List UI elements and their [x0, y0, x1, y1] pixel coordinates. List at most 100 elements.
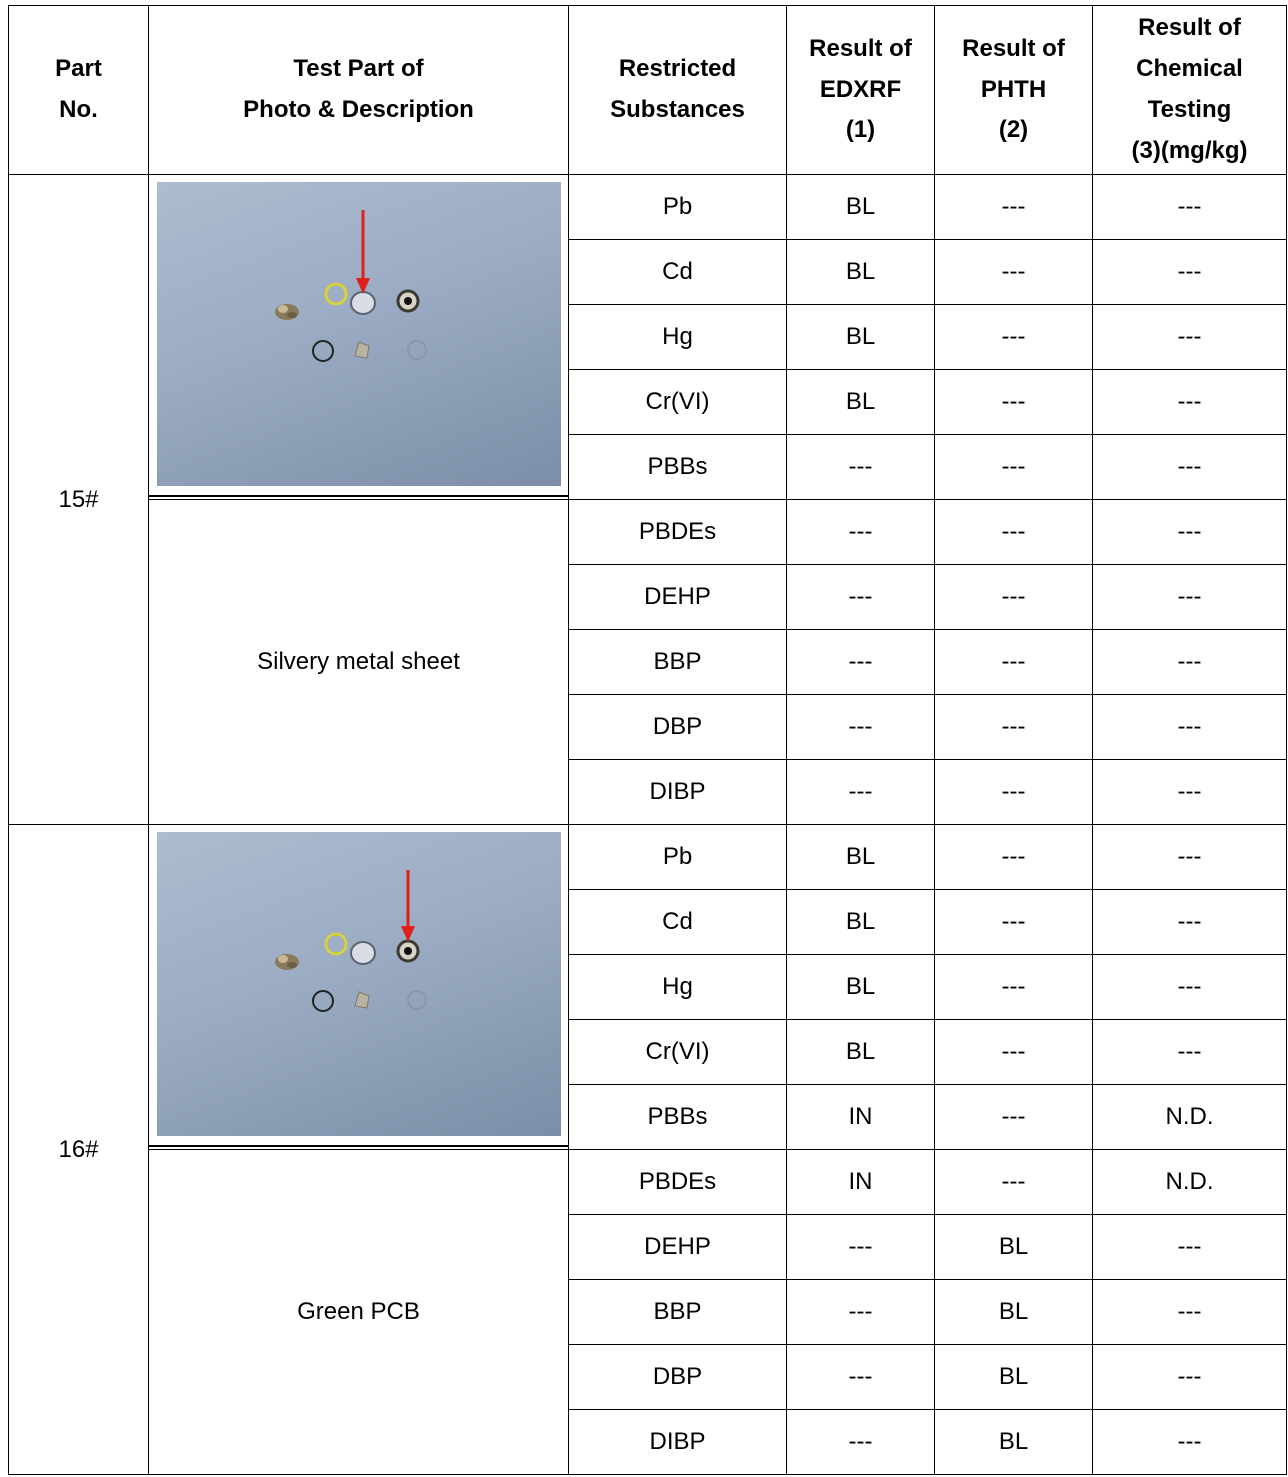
table-row: DEHP --- --- --- — [9, 564, 1287, 630]
table-row: Cd BL --- --- — [9, 239, 1287, 305]
header-edxrf: Result of EDXRF (1) — [786, 5, 935, 175]
header-test-part: Test Part of Photo & Description — [148, 5, 569, 175]
edxrf-result-cell: BL — [786, 1019, 935, 1085]
edxrf-result-cell: IN — [786, 1149, 935, 1215]
chemical-result-cell: --- — [1092, 954, 1287, 1020]
part-number: 16# — [8, 824, 149, 1475]
substance-cell: PBDEs — [568, 499, 787, 565]
screw-part — [274, 954, 299, 970]
sample-parts-photo-icon — [156, 832, 561, 1136]
metal-clip — [353, 991, 370, 1009]
chemical-result-cell: --- — [1092, 1409, 1287, 1475]
yellow-ring — [324, 282, 347, 306]
phth-result-cell: --- — [934, 629, 1093, 695]
silver-disc — [349, 941, 376, 965]
substance-cell: DEHP — [568, 564, 787, 630]
table-row: Hg BL --- --- — [9, 954, 1287, 1020]
substance-cell: PBDEs — [568, 1149, 787, 1215]
substance-cell: DBP — [568, 694, 787, 760]
edxrf-result-cell: BL — [786, 889, 935, 955]
part-description: Green PCB — [148, 1149, 569, 1475]
edxrf-result-cell: BL — [786, 369, 935, 435]
edxrf-result-cell: --- — [786, 629, 935, 695]
edxrf-result-cell: --- — [786, 499, 935, 565]
table-row: Cd BL --- --- — [9, 889, 1287, 955]
phth-result-cell: --- — [934, 694, 1093, 760]
chemical-result-cell: --- — [1092, 1214, 1287, 1280]
part-description-text: Silvery metal sheet — [257, 648, 460, 675]
photo-cell — [148, 824, 569, 1150]
edxrf-result-cell: BL — [786, 954, 935, 1020]
edxrf-result-cell: BL — [786, 304, 935, 370]
substance-cell: BBP — [568, 629, 787, 695]
header-row: Part No. Test Part of Photo & Description … — [8, 5, 1287, 175]
substance-cell: Cd — [568, 889, 787, 955]
substance-cell: Cr(VI) — [568, 369, 787, 435]
header-substances: Restricted Substances — [568, 5, 787, 175]
chemical-result-cell: --- — [1092, 174, 1287, 240]
table-row: DBP --- --- --- — [9, 694, 1287, 760]
table-row: BBP --- BL --- — [9, 1279, 1287, 1345]
chemical-result-cell: --- — [1092, 824, 1287, 890]
table-row: PBBs --- --- --- — [9, 434, 1287, 500]
chemical-result-cell: --- — [1092, 1279, 1287, 1345]
table-row: DIBP --- BL --- — [9, 1409, 1287, 1475]
chemical-result-cell: --- — [1092, 1344, 1287, 1410]
edxrf-result-cell: --- — [786, 564, 935, 630]
phth-result-cell: --- — [934, 824, 1093, 890]
table-row: DIBP --- --- --- — [9, 759, 1287, 825]
chemical-result-cell: --- — [1092, 629, 1287, 695]
phth-result-cell: --- — [934, 434, 1093, 500]
header-chemical: Result of Chemical Testing (3)(mg/kg) — [1092, 5, 1287, 175]
black-button-center — [403, 947, 412, 955]
edxrf-result-cell: IN — [786, 1084, 935, 1150]
header-part-no: Part No. — [8, 5, 149, 175]
edxrf-result-cell: --- — [786, 1344, 935, 1410]
red-arrow-icon — [400, 870, 415, 942]
grey-ring — [406, 340, 427, 360]
phth-result-cell: --- — [934, 499, 1093, 565]
substance-cell: BBP — [568, 1279, 787, 1345]
chemical-result-cell: --- — [1092, 369, 1287, 435]
substance-cell: PBBs — [568, 434, 787, 500]
edxrf-result-cell: --- — [786, 694, 935, 760]
phth-result-cell: --- — [934, 1149, 1093, 1215]
phth-result-cell: BL — [934, 1344, 1093, 1410]
chemical-result-cell: --- — [1092, 759, 1287, 825]
yellow-ring — [324, 932, 347, 956]
phth-result-cell: --- — [934, 304, 1093, 370]
substance-cell: DIBP — [568, 759, 787, 825]
screw-part — [274, 304, 299, 320]
table-row: DEHP --- BL --- — [9, 1214, 1287, 1280]
substance-cell: DBP — [568, 1344, 787, 1410]
table-row: PBBs IN --- N.D. — [9, 1084, 1287, 1150]
edxrf-result-cell: BL — [786, 174, 935, 240]
table-row: DBP --- BL --- — [9, 1344, 1287, 1410]
chemical-result-cell: N.D. — [1092, 1149, 1287, 1215]
part-description: Silvery metal sheet — [148, 499, 569, 825]
phth-result-cell: --- — [934, 1019, 1093, 1085]
chemical-result-cell: N.D. — [1092, 1084, 1287, 1150]
chemical-result-cell: --- — [1092, 694, 1287, 760]
chemical-result-cell: --- — [1092, 564, 1287, 630]
table-row: Cr(VI) BL --- --- — [9, 369, 1287, 435]
edxrf-result-cell: --- — [786, 1409, 935, 1475]
black-button-center — [403, 297, 412, 305]
table-row: Green PCB PBDEs IN --- N.D. — [9, 1149, 1287, 1475]
chemical-result-cell: --- — [1092, 499, 1287, 565]
substance-cell: Cr(VI) — [568, 1019, 787, 1085]
silver-disc — [349, 291, 376, 315]
substance-cell: DEHP — [568, 1214, 787, 1280]
substance-cell: PBBs — [568, 1084, 787, 1150]
phth-result-cell: --- — [934, 954, 1093, 1020]
edxrf-result-cell: BL — [786, 239, 935, 305]
phth-result-cell: --- — [934, 889, 1093, 955]
phth-result-cell: --- — [934, 239, 1093, 305]
edxrf-result-cell: --- — [786, 1214, 935, 1280]
chemical-result-cell: --- — [1092, 434, 1287, 500]
substance-cell: Pb — [568, 824, 787, 890]
phth-result-cell: --- — [934, 1084, 1093, 1150]
table-row: 16# Pb BL --- --- — [8, 824, 1287, 1475]
results-table: Part No. Test Part of Photo & Description … — [8, 5, 1287, 1475]
grey-ring — [406, 990, 427, 1010]
